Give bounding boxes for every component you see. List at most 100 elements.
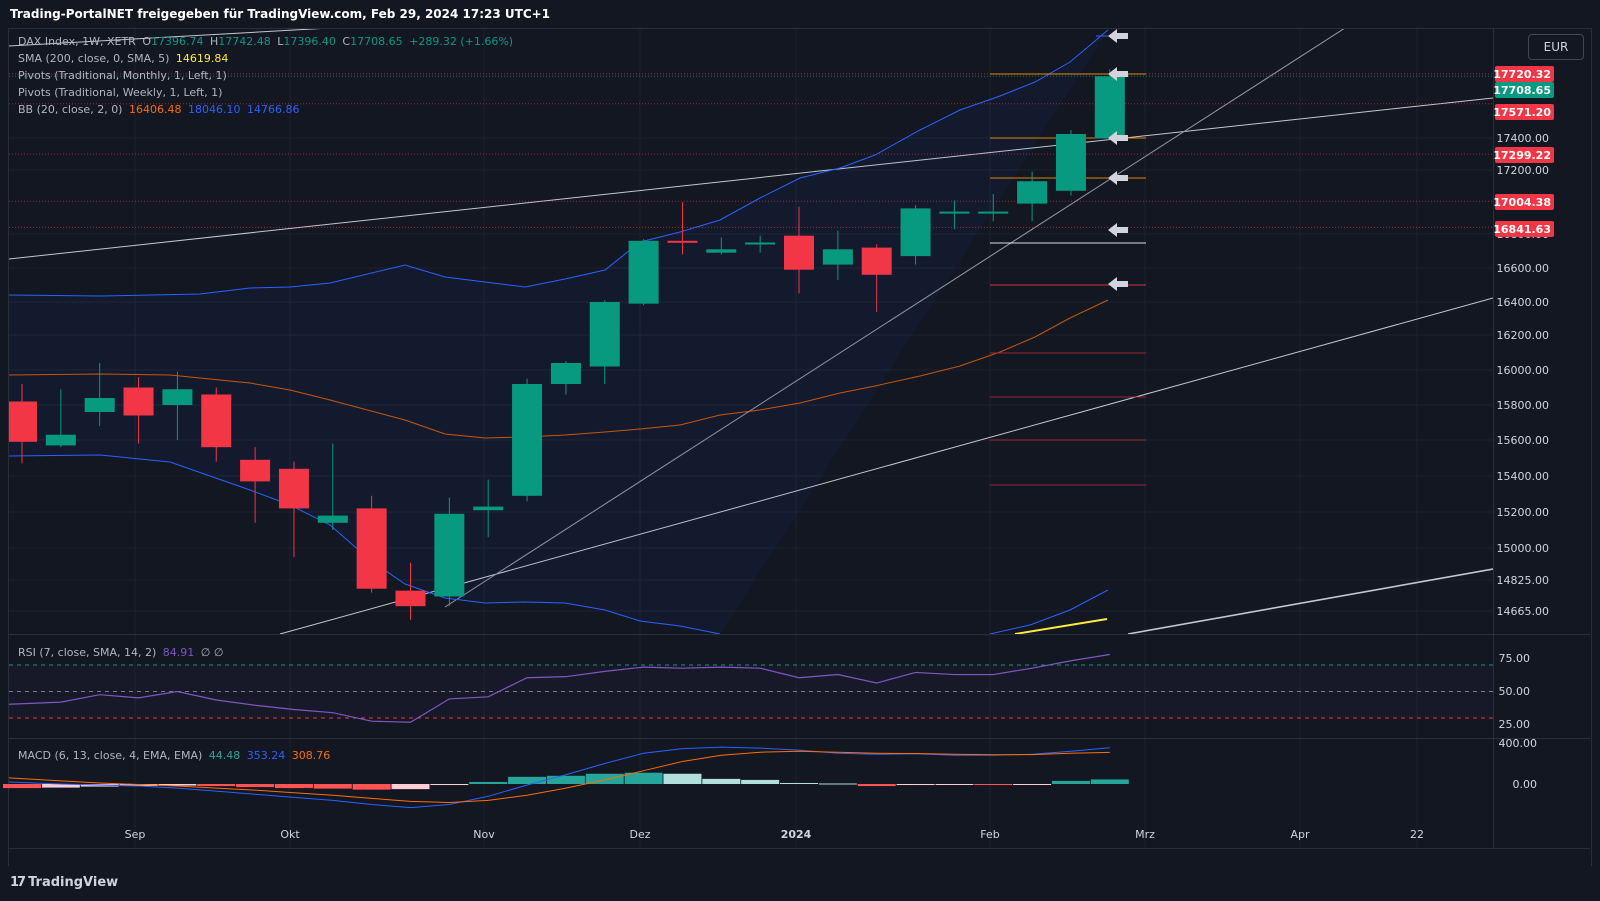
legend-bb[interactable]: BB (20, close, 2, 0) 16406.48 18046.10 1… — [18, 103, 302, 116]
candle[interactable] — [1055, 130, 1086, 196]
trendline-lower-channel — [279, 297, 1493, 634]
y-tick-label: 17400.00 — [1497, 132, 1550, 145]
chart-frame[interactable] — [8, 28, 1592, 868]
candle[interactable] — [434, 497, 465, 607]
candle[interactable] — [395, 562, 426, 620]
candle[interactable] — [667, 202, 698, 255]
candle-body — [1094, 76, 1125, 139]
candle-body — [434, 513, 465, 597]
candle[interactable] — [84, 363, 115, 426]
rsi-band — [9, 665, 1493, 718]
candle[interactable] — [978, 194, 1009, 222]
candle[interactable] — [240, 447, 271, 523]
currency-button[interactable]: EUR — [1528, 34, 1584, 60]
legend-rsi[interactable]: RSI (7, close, SMA, 14, 2) 84.91 ∅ ∅ — [18, 646, 226, 659]
candle[interactable] — [201, 387, 232, 462]
bb-lower-line-right — [989, 589, 1109, 634]
macd-histogram-bar — [663, 773, 702, 784]
candle[interactable] — [628, 239, 659, 306]
candle[interactable] — [1094, 69, 1125, 139]
macd-histogram-bar — [741, 779, 780, 784]
candle[interactable] — [550, 361, 581, 395]
legend-bb-upper: 18046.10 — [187, 103, 241, 116]
legend-h-value: 17742.48 — [218, 35, 271, 48]
macd-histogram-bar — [1013, 784, 1052, 785]
macd-histogram-bar — [236, 784, 275, 788]
macd-histogram-bar — [624, 772, 663, 784]
candle[interactable] — [706, 237, 737, 255]
price-label-box — [1495, 221, 1554, 237]
legend-h-label: H — [210, 35, 219, 48]
candle[interactable] — [1017, 171, 1048, 222]
candle[interactable] — [939, 200, 970, 230]
price-label: 17720.32 — [1493, 68, 1551, 81]
y-tick-label: 15000.00 — [1497, 542, 1550, 555]
x-tick-label: 2024 — [781, 828, 812, 841]
candle[interactable] — [278, 461, 309, 558]
rsi-tick-label: 75.00 — [1499, 652, 1531, 665]
legend-c-value: 17708.65 — [350, 35, 403, 48]
candle[interactable] — [861, 244, 892, 312]
x-tick-label: Apr — [1290, 828, 1310, 841]
candle[interactable] — [589, 300, 620, 384]
candle[interactable] — [473, 479, 504, 538]
macd-histogram-bar — [274, 784, 313, 789]
macd-histogram-bar — [546, 775, 585, 784]
footer: 17 TradingView — [0, 866, 1600, 901]
legend-o-value: 17396.74 — [151, 35, 204, 48]
legend-macd[interactable]: MACD (6, 13, close, 4, EMA, EMA) 44.48 3… — [18, 749, 333, 762]
macd-histogram-bar — [352, 784, 391, 790]
legend-pivots-weekly[interactable]: Pivots (Traditional, Weekly, 1, Left, 1) — [18, 86, 225, 99]
chart-canvas[interactable]: 17400.0017200.0016800.0016600.0016400.00… — [0, 0, 1600, 866]
trendline-bottom-right — [1127, 568, 1493, 634]
candle-body — [784, 235, 814, 270]
candle[interactable] — [45, 389, 76, 448]
macd-histogram-bar — [1090, 779, 1129, 784]
macd-histogram-bar — [391, 784, 430, 790]
candle[interactable] — [162, 371, 193, 440]
pivot-arrows — [1108, 29, 1128, 291]
candle[interactable] — [822, 230, 853, 280]
macd-pane: 400.00 0.00 — [3, 737, 1537, 809]
candle[interactable] — [356, 495, 387, 593]
candle[interactable] — [512, 378, 543, 502]
macd-histogram-bar — [197, 784, 236, 787]
y-tick-label: 17200.00 — [1497, 164, 1550, 177]
macd-histogram-bar — [3, 784, 41, 789]
candle-body — [978, 211, 1009, 214]
x-tick-label: Mrz — [1135, 828, 1155, 841]
macd-histogram-bar — [896, 784, 935, 786]
trendlines — [9, 29, 1493, 634]
macd-histogram-bar — [702, 778, 741, 784]
candle-body — [589, 302, 620, 367]
tradingview-logo[interactable]: 17 TradingView — [10, 875, 118, 890]
macd-histogram-bar — [818, 783, 857, 785]
candle[interactable] — [7, 384, 37, 464]
share-title: Trading-PortalNET freigegeben für Tradin… — [10, 7, 551, 21]
candle[interactable] — [784, 206, 814, 294]
legend-sma[interactable]: SMA (200, close, 0, SMA, 5) 14619.84 — [18, 52, 231, 65]
legend-pivots-monthly[interactable]: Pivots (Traditional, Monthly, 1, Left, 1… — [18, 69, 230, 82]
candle[interactable] — [900, 205, 931, 265]
macd-histogram-bar — [158, 784, 197, 786]
price-label-box — [1495, 194, 1554, 210]
legend-c-label: C — [342, 35, 351, 48]
pivot-arrow-icon — [1108, 171, 1128, 185]
macd-histogram-bar — [313, 784, 352, 789]
candle-body — [706, 249, 737, 253]
y-tick-label: 14665.00 — [1497, 605, 1550, 618]
candle-body — [550, 363, 581, 384]
candle[interactable] — [123, 377, 154, 444]
candle[interactable] — [317, 443, 348, 530]
candle-body — [278, 468, 309, 509]
legend-macd-line: 353.24 — [246, 749, 286, 762]
topbar: Trading-PortalNET freigegeben für Tradin… — [0, 0, 1600, 28]
macd-histogram-bar — [857, 784, 896, 787]
candle-body — [900, 208, 931, 257]
macd-histogram-bar — [780, 782, 818, 784]
grid — [9, 28, 1590, 849]
candle[interactable] — [745, 235, 776, 253]
candle-body — [162, 389, 193, 405]
y-tick-label: 15200.00 — [1497, 506, 1550, 519]
price-label: 17004.38 — [1493, 196, 1551, 209]
